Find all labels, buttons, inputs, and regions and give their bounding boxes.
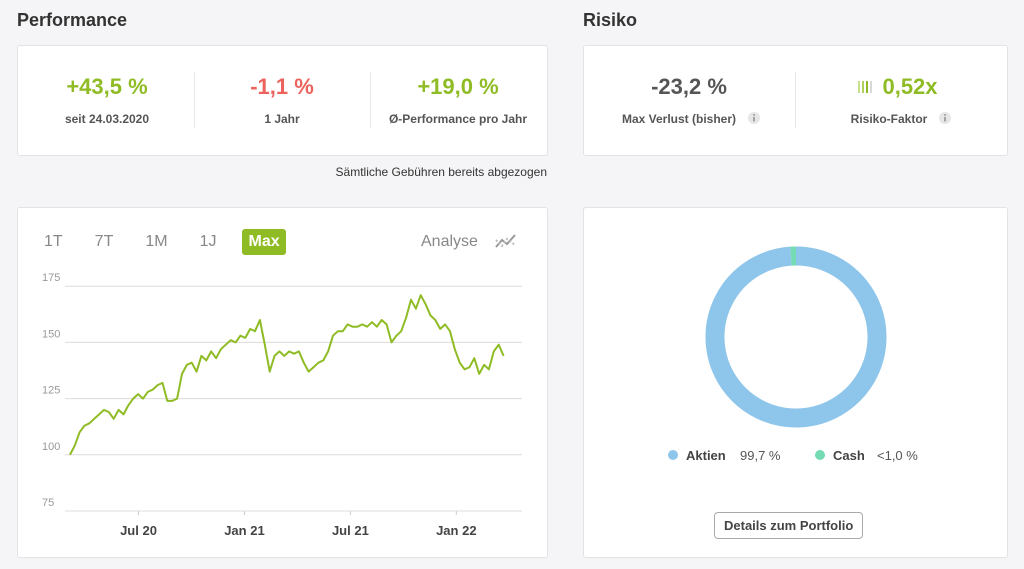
stat-value: +43,5 % — [66, 74, 148, 99]
stat-label: Ø-Performance pro Jahr — [388, 112, 528, 126]
donut-segment — [705, 246, 887, 428]
y-tick-label: 100 — [42, 441, 60, 453]
price-line — [69, 294, 505, 456]
stat-value: +19,0 % — [417, 74, 499, 99]
range-tab[interactable]: 1J — [199, 233, 217, 250]
chart-card — [17, 207, 548, 558]
range-tab[interactable]: 1M — [145, 233, 168, 250]
stat-label: Max Verlust (bisher) — [621, 112, 737, 126]
y-tick-label: 150 — [42, 328, 60, 340]
legend-value: 99,7 % — [740, 448, 781, 463]
risk-icon — [858, 81, 872, 93]
range-tab[interactable]: 1T — [44, 233, 63, 250]
y-tick-label: 75 — [42, 497, 54, 509]
details-button[interactable]: Details zum Portfolio — [714, 512, 864, 539]
legend-value: <1,0 % — [877, 448, 918, 463]
info-icon[interactable] — [747, 111, 761, 125]
x-tick-label: Jan 21 — [224, 523, 264, 538]
y-tick-label: 125 — [42, 385, 60, 397]
section-title: Performance — [17, 10, 128, 30]
analyse-link[interactable]: Analyse — [421, 233, 478, 250]
legend-swatch — [668, 450, 678, 460]
range-tab[interactable]: Max — [242, 229, 286, 255]
tab-bar: 1T 7T 1M 1J Max — [38, 229, 286, 255]
performance-card — [17, 45, 548, 156]
stat-value: 0,52x — [882, 74, 938, 99]
stat-label: 1 Jahr — [264, 112, 300, 126]
analyse-icon[interactable] — [494, 231, 518, 251]
divider — [194, 72, 195, 128]
x-tick-label: Jul 21 — [332, 523, 369, 538]
stat-label: seit 24.03.2020 — [64, 112, 150, 126]
fee-note: Sämtliche Gebühren bereits abgezogen — [335, 165, 547, 179]
stat-value: -23,2 % — [651, 74, 727, 99]
stat-value: -1,1 % — [250, 74, 314, 99]
x-tick-label: Jul 20 — [120, 523, 157, 538]
stat-label: Risiko-Faktor — [850, 112, 928, 126]
info-icon[interactable] — [938, 111, 952, 125]
divider — [370, 72, 371, 128]
range-tab[interactable]: 7T — [94, 233, 114, 250]
divider — [795, 72, 796, 128]
section-title: Risiko — [583, 10, 638, 30]
x-tick-label: Jan 22 — [436, 523, 476, 538]
y-tick-label: 175 — [42, 272, 60, 284]
legend-swatch — [815, 450, 825, 460]
legend-label: Cash — [833, 448, 865, 463]
legend-label: Aktien — [686, 448, 726, 463]
